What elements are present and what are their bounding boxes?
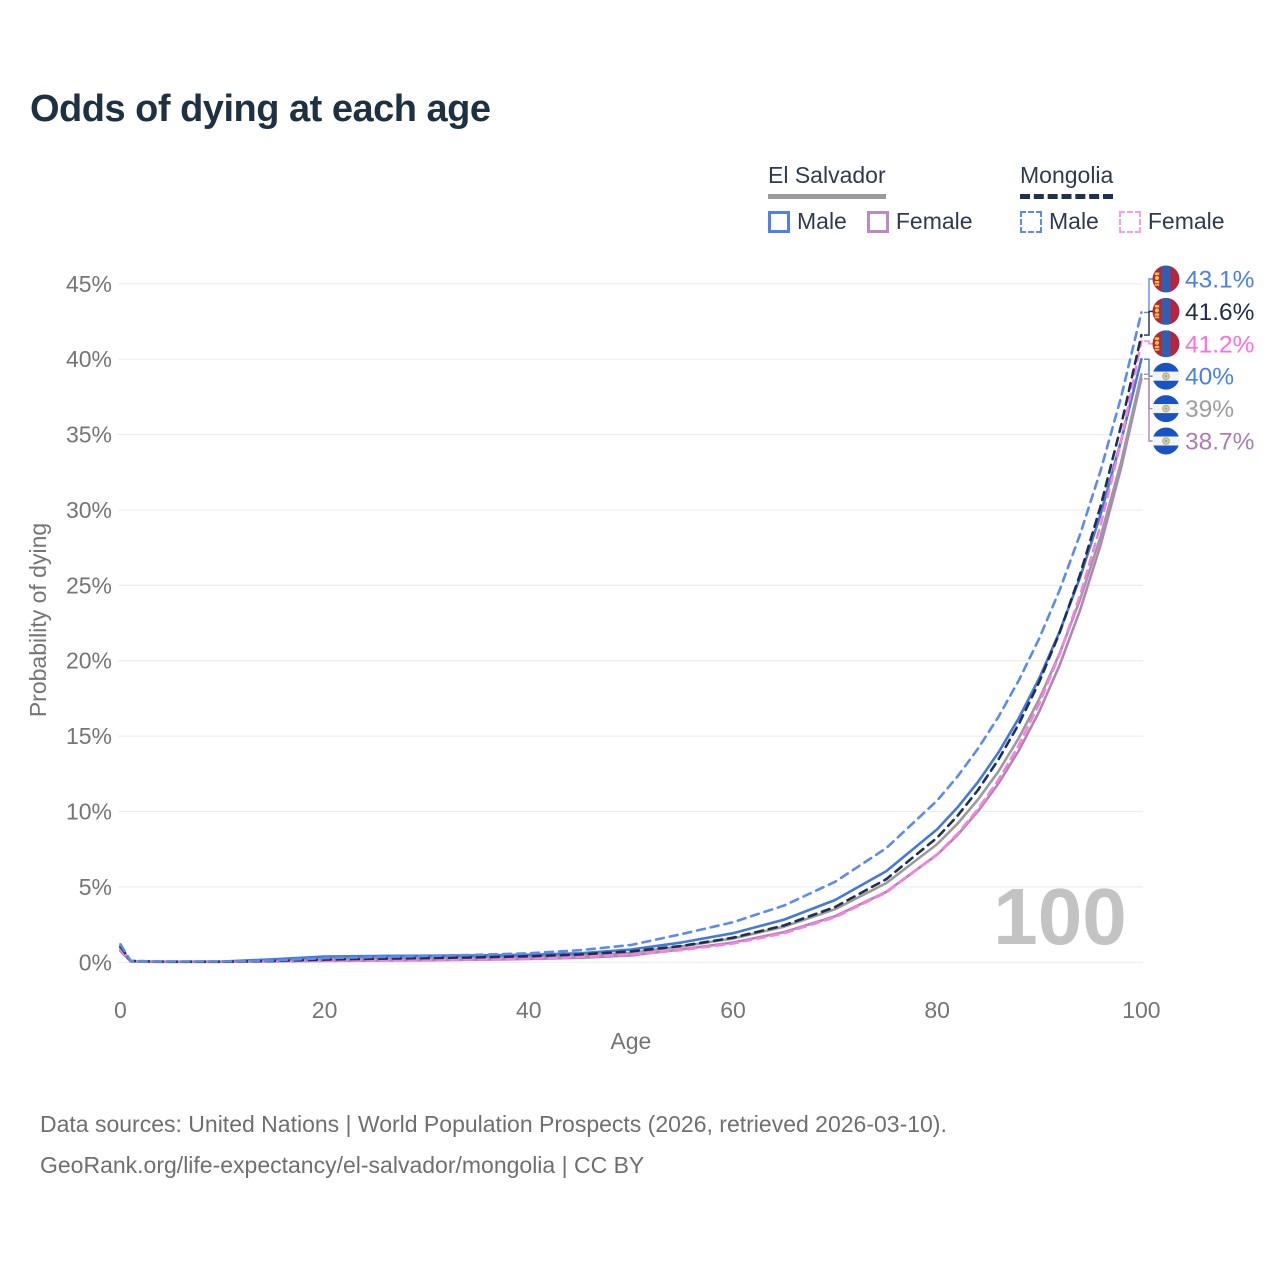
legend-item-label: Male (1049, 208, 1099, 234)
legend-item-label: Female (895, 208, 973, 234)
legend-country-mongolia[interactable]: Mongolia (1020, 162, 1114, 199)
el-salvador-flag-icon (1152, 395, 1180, 423)
y-tick-label: 20% (66, 648, 112, 674)
leader-line (1144, 340, 1153, 345)
legend-group-mongolia: Mongolia Male Female (1020, 162, 1225, 235)
data-sources-footer: Data sources: United Nations | World Pop… (40, 1104, 947, 1186)
end-value-label-el-salvador-female: 38.7% (1185, 429, 1254, 456)
leader-line (1144, 310, 1153, 336)
es-male-swatch-icon (768, 210, 790, 233)
x-tick-label: 40 (516, 997, 542, 1023)
end-value-label-mongolia-both-sexes: 41.6% (1185, 299, 1254, 326)
mongolia-flag-icon (1152, 330, 1180, 358)
legend-item-label: Male (797, 208, 847, 234)
age-watermark: 100 (993, 872, 1126, 961)
y-axis-title: Probability of dying (25, 523, 51, 717)
x-tick-label: 80 (924, 997, 950, 1023)
y-tick-label: 15% (66, 723, 112, 749)
leader-line (1144, 378, 1153, 442)
series-line-mongolia-both-sexes[interactable] (119, 333, 1143, 963)
footer-line-2[interactable]: GeoRank.org/life-expectancy/el-salvador/… (40, 1152, 645, 1178)
x-axis-title: Age (610, 1028, 651, 1054)
y-tick-label: 35% (66, 422, 112, 448)
mn-male-swatch-icon (1020, 210, 1042, 233)
legend-item-label: Female (1147, 208, 1225, 234)
legend-item-es-female[interactable]: Female (866, 208, 973, 235)
y-tick-label: 25% (66, 572, 112, 598)
legend-item-mn-male[interactable]: Male (1020, 208, 1099, 235)
end-value-label-el-salvador-male: 40% (1185, 364, 1234, 391)
end-value-label-mongolia-male: 43.1% (1185, 267, 1254, 294)
footer-line-1: Data sources: United Nations | World Pop… (40, 1111, 947, 1137)
x-tick-label: 100 (1122, 997, 1160, 1023)
end-value-label-mongolia-female: 41.2% (1185, 331, 1254, 358)
y-tick-label: 5% (79, 874, 112, 900)
y-tick-label: 30% (66, 497, 112, 523)
legend-group-el-salvador: El Salvador Male Female (768, 162, 973, 235)
es-female-swatch-icon (866, 210, 889, 233)
el-salvador-flag-icon (1152, 427, 1180, 455)
leader-line (1144, 278, 1153, 314)
end-value-label-el-salvador-both-sexes: 39% (1185, 396, 1234, 423)
series-line-el-salvador-both-sexes[interactable] (119, 373, 1143, 964)
y-tick-label: 0% (79, 949, 112, 975)
y-tick-label: 10% (66, 799, 112, 825)
mn-female-swatch-icon (1118, 210, 1141, 233)
x-tick-label: 20 (312, 997, 338, 1023)
page-title: Odds of dying at each age (30, 88, 491, 130)
y-tick-label: 40% (66, 346, 112, 372)
legend-item-mn-female[interactable]: Female (1118, 208, 1225, 235)
legend-item-es-male[interactable]: Male (768, 208, 847, 235)
mongolia-flag-icon (1152, 265, 1180, 293)
series-line-mongolia-male[interactable] (119, 311, 1143, 963)
y-tick-label: 45% (66, 271, 112, 297)
leader-line (1144, 358, 1153, 377)
legend-country-el-salvador[interactable]: El Salvador (768, 162, 886, 199)
mongolia-flag-icon (1152, 297, 1180, 325)
x-tick-label: 0 (114, 997, 127, 1023)
x-tick-label: 60 (720, 997, 746, 1023)
series-line-el-salvador-female[interactable] (119, 377, 1143, 964)
el-salvador-flag-icon (1152, 362, 1180, 390)
